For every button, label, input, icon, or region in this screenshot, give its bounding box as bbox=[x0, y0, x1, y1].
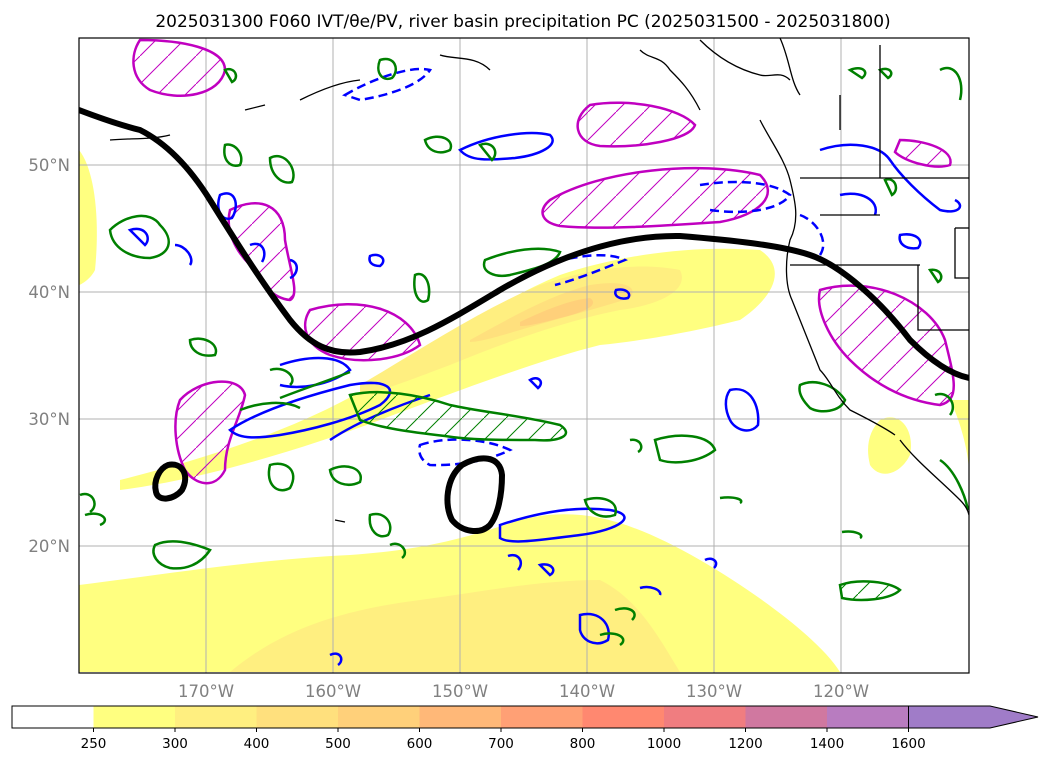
lon-label-130w: 130°W bbox=[686, 682, 742, 701]
colorbar-label: 600 bbox=[407, 736, 433, 752]
colorbar-segment bbox=[175, 706, 257, 728]
colorbar-segment bbox=[338, 706, 420, 728]
graticule bbox=[79, 38, 969, 673]
colorbar-label: 700 bbox=[488, 736, 514, 752]
plot-title: 2025031300 F060 IVT/θe/PV, river basin p… bbox=[155, 12, 890, 32]
map-frame bbox=[78, 37, 970, 674]
colorbar-segment bbox=[827, 706, 909, 728]
colorbar-label: 1400 bbox=[810, 736, 844, 752]
colorbar-outline bbox=[11, 705, 909, 729]
lat-axis: 50°N 40°N 30°N 20°N bbox=[28, 156, 70, 556]
colorbar-label: 800 bbox=[570, 736, 596, 752]
colorbar-segment bbox=[745, 706, 828, 728]
colorbar-segment bbox=[664, 706, 746, 728]
colorbar-label: 500 bbox=[325, 736, 351, 752]
lat-label-50: 50°N bbox=[28, 156, 70, 175]
precip-regions bbox=[132, 38, 955, 485]
colorbar-label: 1600 bbox=[891, 736, 925, 752]
lon-label-160w: 160°W bbox=[305, 682, 361, 701]
colorbar-label: 1200 bbox=[728, 736, 762, 752]
lon-label-140w: 140°W bbox=[559, 682, 615, 701]
lon-label-170w: 170°W bbox=[178, 682, 234, 701]
pv-contours bbox=[79, 57, 969, 647]
colorbar-segment bbox=[256, 706, 339, 728]
colorbar-segment bbox=[501, 706, 583, 728]
lat-label-20: 20°N bbox=[28, 537, 70, 556]
colorbar-segment bbox=[419, 706, 502, 728]
colorbar-segment bbox=[93, 706, 176, 728]
thick-contours bbox=[79, 107, 969, 534]
colorbar: 250 300 400 500 600 700 800 1000 1200 1400 1600 bbox=[11, 705, 1039, 752]
lon-label-150w: 150°W bbox=[432, 682, 488, 701]
colorbar-label: 300 bbox=[162, 736, 188, 752]
map-panel bbox=[79, 38, 969, 673]
colorbar-label: 250 bbox=[81, 736, 107, 752]
colorbar-segment bbox=[12, 706, 94, 728]
coastlines bbox=[109, 38, 969, 523]
colorbar-segment bbox=[582, 706, 665, 728]
lon-axis: 170°W 160°W 150°W 140°W 130°W 120°W bbox=[178, 682, 869, 701]
colorbar-label: 1000 bbox=[647, 736, 681, 752]
colorbar-label: 400 bbox=[244, 736, 270, 752]
lon-label-120w: 120°W bbox=[813, 682, 869, 701]
lat-label-40: 40°N bbox=[28, 283, 70, 302]
lat-label-30: 30°N bbox=[28, 410, 70, 429]
colorbar-extend-arrow bbox=[908, 705, 1039, 729]
